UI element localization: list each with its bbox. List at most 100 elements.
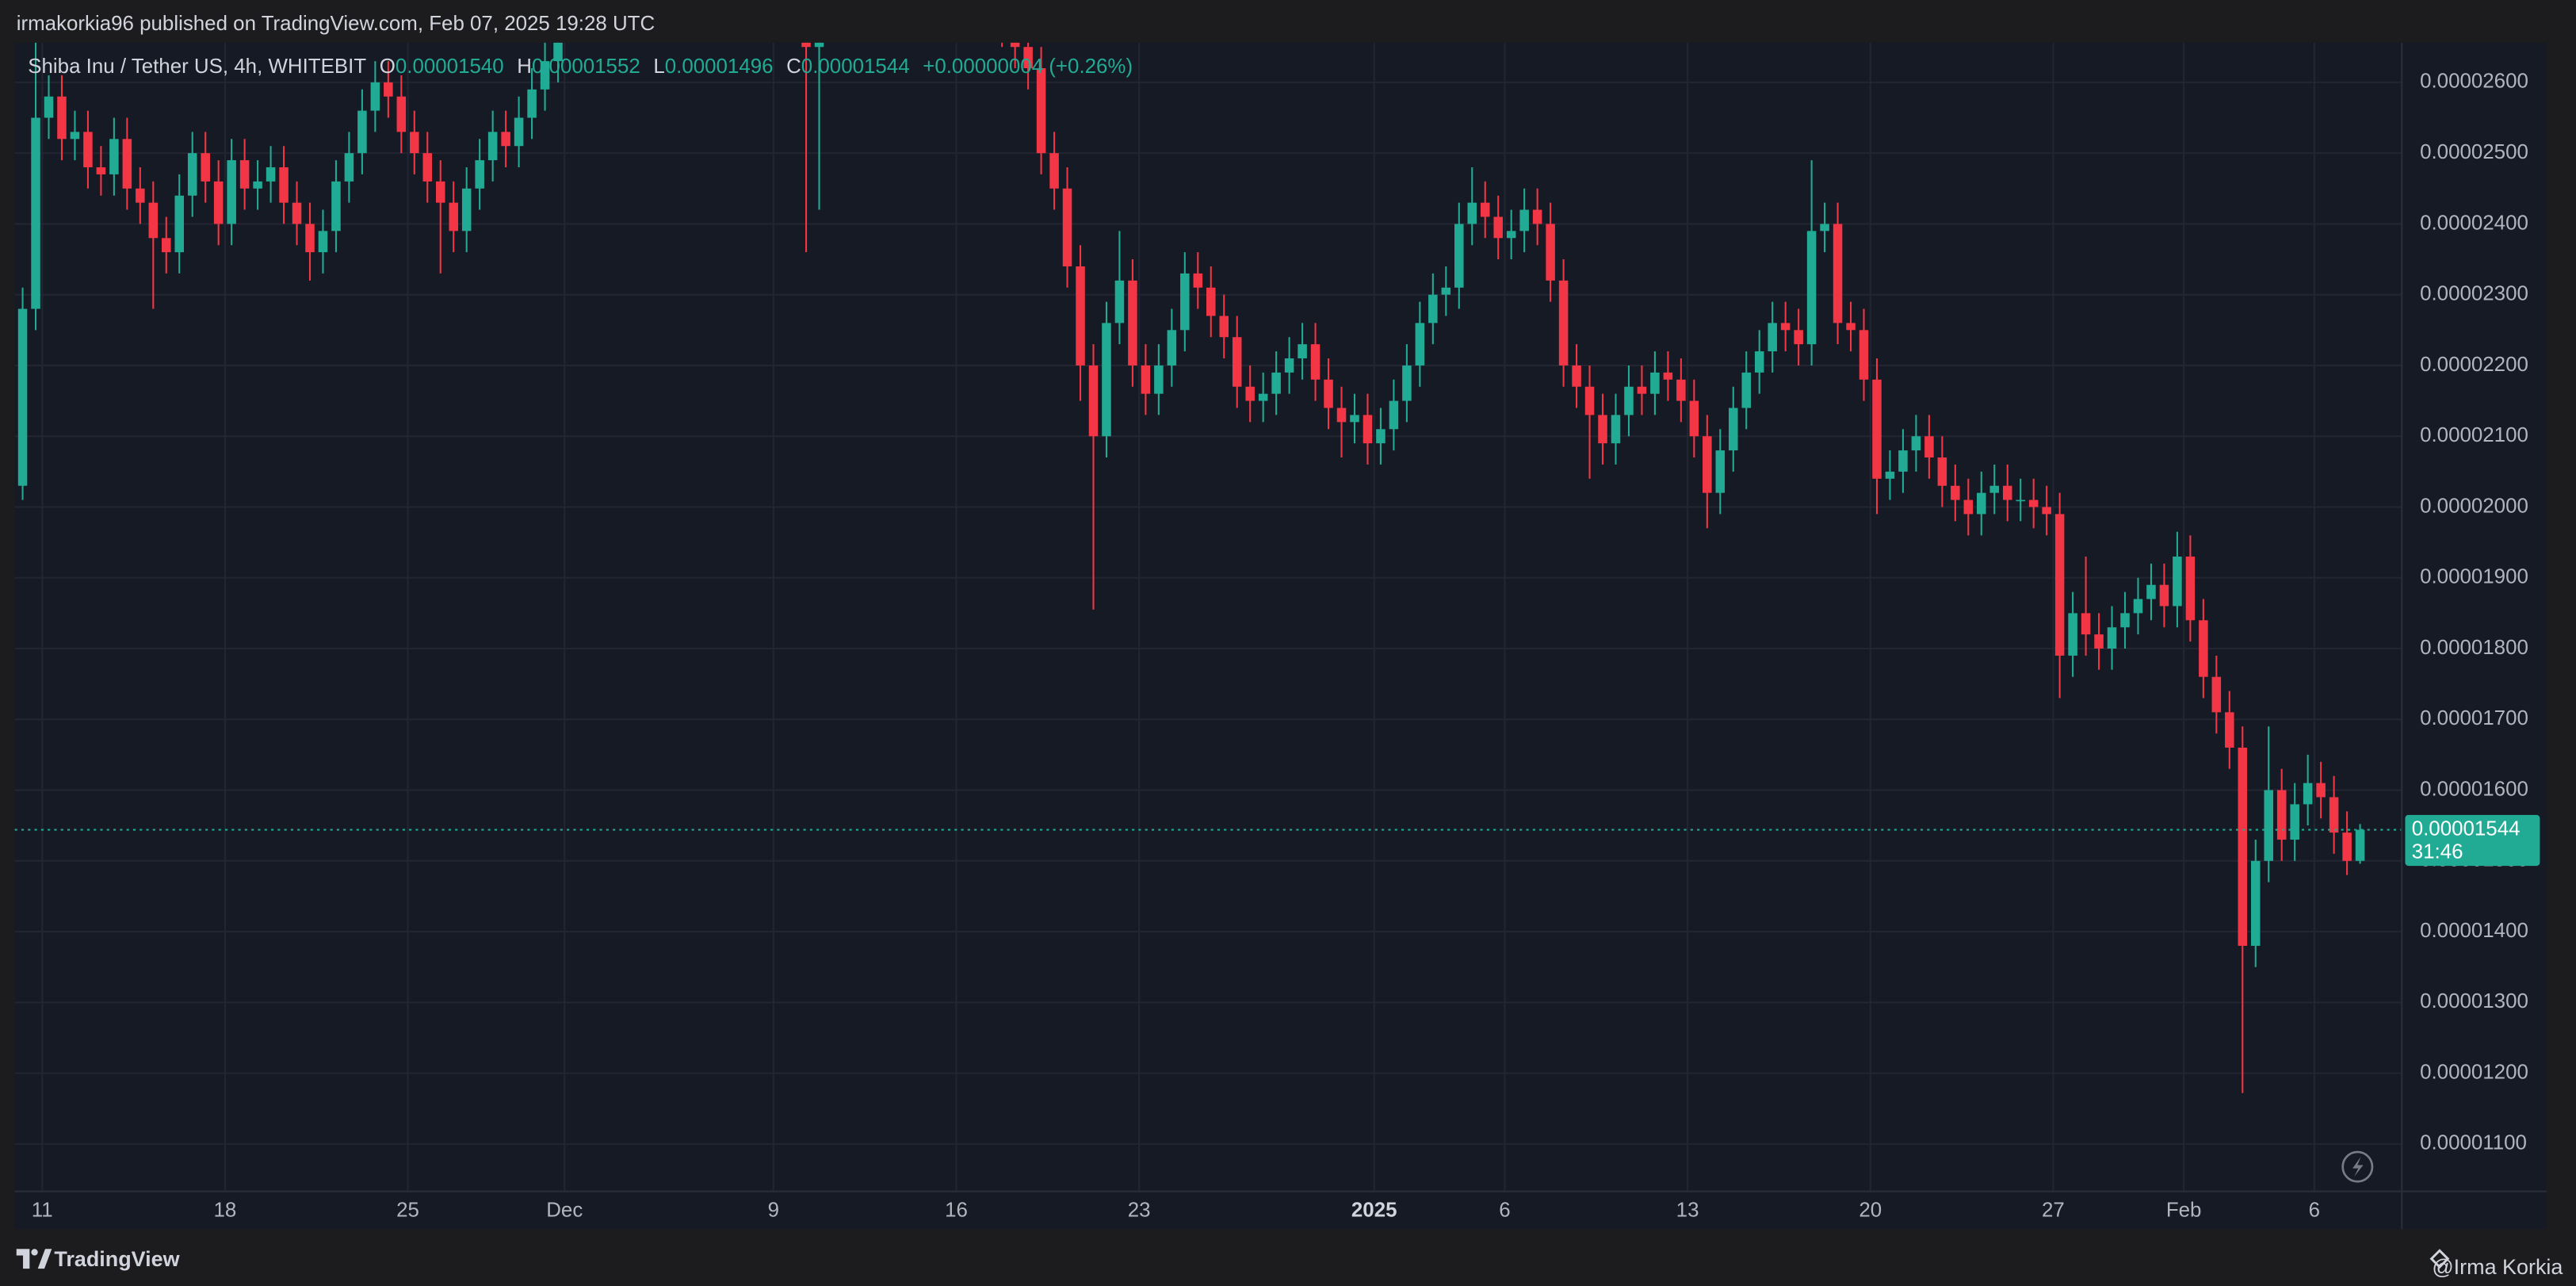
candle-body [2199,620,2208,677]
x-tick-label: 23 [1128,1199,1151,1221]
candle-body [2225,712,2234,748]
candle-body [1780,323,1791,331]
x-tick-label: 6 [1499,1199,1510,1221]
candle-body [1703,436,1712,493]
candle-body [227,160,236,224]
candle-body [213,181,224,224]
candle-body [1036,68,1046,154]
candle-body [162,238,171,253]
candle-body [1010,42,1020,48]
candle-body [2146,584,2156,599]
candle-body [461,188,472,232]
candle-body [1572,365,1581,387]
candle-body [2042,507,2051,515]
candle-body [514,117,524,147]
candle-body [1532,209,1542,224]
candle-body [1951,485,1960,500]
candle-body [17,308,28,486]
candle-body [1728,408,1738,451]
y-tick-label: 0.00001600 [2420,778,2528,800]
candle-body [2238,747,2248,946]
candle-body [2016,499,2025,502]
candle-body [2054,514,2065,656]
candle-body [1128,280,1137,366]
chart-area [14,42,2547,1230]
candle-body [44,96,54,118]
candle-body [384,82,393,97]
candle-body [1219,316,1229,338]
candle-body [1102,323,1111,437]
candle-body [174,195,185,253]
candle-body [1258,393,1268,401]
candle-body [1650,372,1660,394]
candle-body [1310,344,1320,380]
candle-body [487,132,498,161]
y-tick-label: 0.00002100 [2420,424,2528,446]
x-tick-label: 27 [2042,1199,2065,1221]
candle-body [1245,386,1255,401]
candle-body [305,224,315,253]
candle-body [1506,231,1516,239]
legend-item: 0.00001496 [665,55,774,78]
y-tick-label: 0.00002000 [2420,495,2528,517]
candle-body [1167,330,1177,366]
candle-body [1454,224,1464,288]
x-tick-label: 25 [396,1199,419,1221]
candle-body [1611,415,1621,444]
y-tick-label: 0.00002600 [2420,71,2528,93]
candle-body [1898,450,1908,472]
x-tick-label: 2025 [1351,1199,1397,1221]
candle-body [1467,202,1477,224]
countdown: 31:46 [2412,840,2463,863]
overlay: 0.00001100 0.00001200 0.00001300 0.00001400… [14,55,2540,1221]
legend-item: L [653,55,664,78]
legend-item: Shiba Inu / Tether US, 4h, WHITEBIT [28,55,366,78]
candle-body [2316,783,2326,798]
candle-body [2264,790,2274,861]
candle-body [1519,209,1529,232]
y-tick-label: 0.00001300 [2420,990,2528,1012]
candle-body [1206,287,1216,316]
candle-body [1232,337,1242,387]
x-tick-label: 16 [945,1199,968,1221]
candle-body [1298,344,1307,359]
candle-body [318,231,328,253]
candle-body [31,117,40,309]
candle-body [57,96,67,140]
candle-body [1806,231,1817,345]
candle-body [2028,499,2039,507]
candle-body [2276,790,2287,840]
candle-body [370,82,380,111]
candle-body [1324,379,1333,408]
candle-body [1924,436,1934,457]
candle-body [1689,400,1699,437]
y-tick-label: 0.00001900 [2420,566,2528,588]
legend: Shiba Inu / Tether US, 4h, WHITEBIT O0.00… [28,55,1133,78]
footer-author: @Irma Korkia [2432,1255,2563,1279]
y-tick-label: 0.00002300 [2420,283,2528,305]
candle-body [1023,47,1033,69]
candle-body [1558,280,1569,366]
candle-body [2002,485,2012,500]
y-tick-label: 0.00001100 [2420,1132,2527,1154]
candle-body [801,42,811,48]
legend-item: +0.00000004 (+0.26%) [923,55,1133,78]
candle-body [2250,860,2261,946]
candle-body [527,89,537,118]
candle-body [1480,202,1490,217]
candle-body [814,42,824,48]
header-text: irmakorkia96 published on TradingView.co… [17,13,655,35]
candle-body [2068,613,2077,656]
candle-body [1885,471,1895,479]
candle-body [187,153,197,196]
candle-body [422,153,433,182]
candle-body [1937,457,1947,486]
candle-body [1193,273,1203,288]
candle-body [1820,224,1829,232]
y-tick-label: 0.00002500 [2420,141,2528,163]
author-icon [2429,1249,2450,1269]
candle-body [1350,415,1359,423]
candle-body [1741,372,1752,408]
candle-body [1441,287,1451,295]
